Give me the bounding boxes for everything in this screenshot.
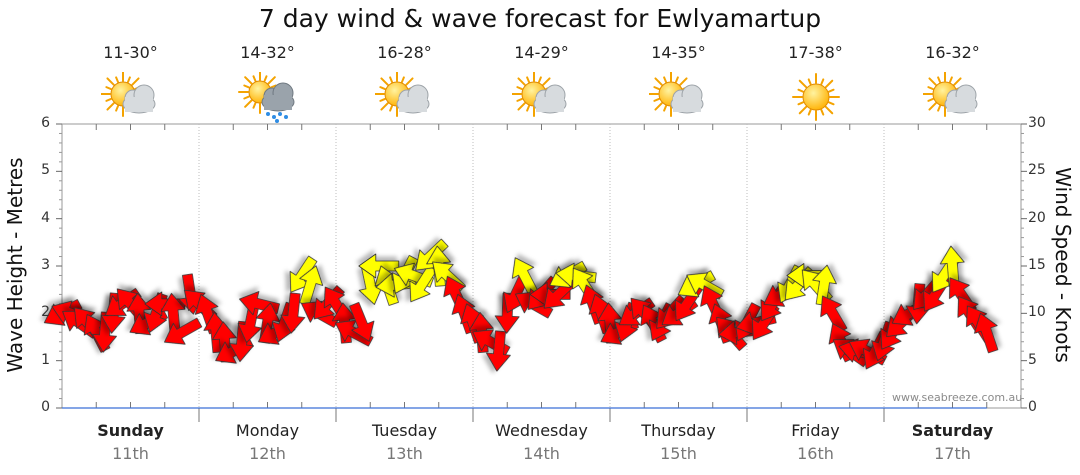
temp-range-sunday: 11-30°: [103, 43, 158, 62]
y-tick-label-left: 0: [41, 399, 50, 415]
cloud-shape: [533, 84, 566, 114]
date-saturday: 17th: [934, 444, 971, 463]
wind-arrow: [486, 330, 511, 372]
temp-range-wednesday: 14-29°: [514, 43, 569, 62]
sun-shape: [791, 73, 840, 121]
chart-title: 7 day wind & wave forecast for Ewlyamart…: [258, 4, 822, 33]
day-name-monday: Monday: [235, 421, 300, 440]
wind-arrow: [280, 292, 306, 334]
partly-cloudy-icon: [511, 72, 566, 117]
temp-range-saturday: 16-32°: [925, 43, 980, 62]
day-name-friday: Friday: [791, 421, 840, 440]
y-tick-label-right: 30: [1028, 115, 1046, 131]
date-thursday: 15th: [660, 444, 697, 463]
partly-cloudy-icon: [648, 72, 703, 117]
partly-cloudy-icon: [100, 72, 155, 117]
y-tick-label-left: 6: [41, 115, 50, 131]
y-tick-label-left: 2: [41, 304, 50, 321]
date-friday: 16th: [797, 444, 834, 463]
temp-range-monday: 14-32°: [240, 43, 295, 62]
y-tick-label-left: 5: [41, 162, 50, 179]
day-name-sunday: Sunday: [97, 421, 164, 440]
wind-series: [43, 238, 999, 372]
cloud-shape: [944, 84, 977, 114]
chart-grid: [198, 124, 885, 408]
partly-cloudy-icon: [922, 72, 977, 117]
wind-arrow: [974, 312, 999, 354]
axis-ticks: [56, 123, 1027, 422]
cloud-shape: [122, 84, 155, 114]
temp-range-friday: 17-38°: [788, 43, 843, 62]
day-name-wednesday: Wednesday: [495, 421, 588, 440]
wind-arrow: [349, 301, 375, 342]
wind-arrow: [164, 317, 203, 345]
date-sunday: 11th: [112, 444, 149, 463]
y-tick-label-left: 4: [41, 209, 50, 226]
temp-range-tuesday: 16-28°: [377, 43, 432, 62]
watermark: www.seabreeze.com.au: [892, 391, 1023, 404]
date-wednesday: 14th: [523, 444, 560, 463]
cloud-shape: [261, 82, 294, 112]
y-tick-label-left: 1: [41, 351, 50, 368]
y-tick-label-right: 15: [1028, 257, 1046, 273]
cloud-shape: [396, 84, 429, 114]
wind-arrow: [358, 253, 400, 279]
y-tick-label-left: 3: [41, 257, 50, 273]
raindrops: [265, 112, 288, 123]
cloud-shape: [670, 84, 703, 114]
plot-area: [61, 123, 1022, 409]
temp-range-thursday: 14-35°: [651, 43, 706, 62]
day-name-tuesday: Tuesday: [371, 421, 438, 440]
y-tick-label-right: 0: [1028, 399, 1037, 415]
day-name-thursday: Thursday: [641, 421, 716, 440]
wind-arrow: [820, 295, 848, 334]
y-tick-label-right: 5: [1028, 351, 1037, 368]
y-tick-label-right: 20: [1028, 209, 1046, 226]
wind-arrow: [289, 255, 318, 293]
date-monday: 12th: [249, 444, 286, 463]
day-name-saturday: Saturday: [911, 421, 994, 440]
y-tick-label-right: 25: [1028, 162, 1046, 179]
wind-arrow: [511, 257, 539, 296]
sun-icon: [791, 73, 840, 121]
wind-arrow: [299, 265, 324, 306]
y-tick-label-right: 10: [1028, 304, 1046, 321]
y-axis-label-left: Wave Height - Metres: [3, 157, 27, 373]
rain-cloud-icon: [237, 72, 294, 123]
date-tuesday: 13th: [386, 444, 423, 463]
wind-arrow: [494, 292, 520, 334]
partly-cloudy-icon: [374, 72, 429, 117]
